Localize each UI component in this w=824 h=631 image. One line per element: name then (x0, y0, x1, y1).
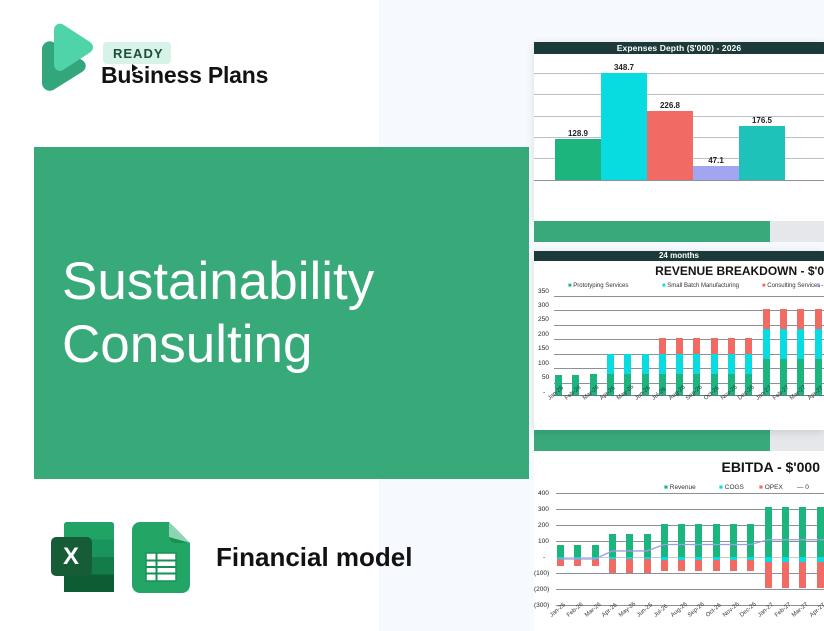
svg-text:X: X (63, 543, 79, 570)
